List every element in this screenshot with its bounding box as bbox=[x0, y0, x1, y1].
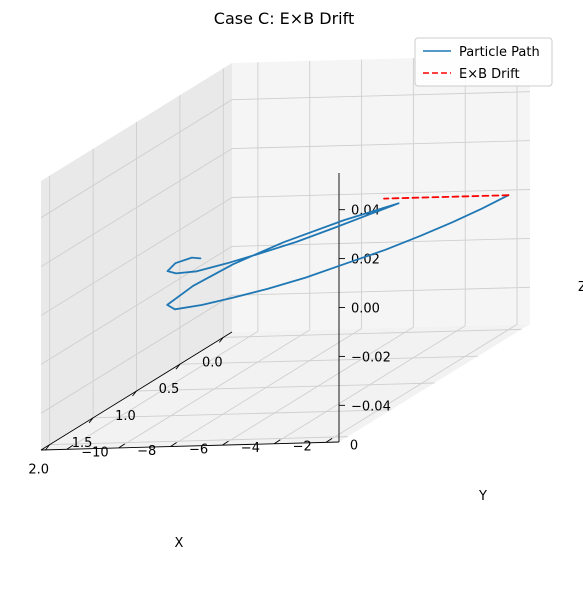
x-tick-label-4: 2.0 bbox=[28, 463, 49, 478]
y-tick-label-3: −6 bbox=[189, 443, 208, 458]
x-tick-mark-0 bbox=[218, 337, 224, 343]
x-tick-label-2: 1.0 bbox=[115, 409, 136, 424]
grid-lines bbox=[40, 55, 531, 450]
legend-label-particle-path: Particle Path bbox=[459, 45, 540, 60]
z-tick-label-2: 0.00 bbox=[351, 302, 380, 317]
y-tick-mark-1 bbox=[273, 439, 281, 445]
z-axis-label: Z bbox=[578, 280, 583, 295]
z-grid-left-4 bbox=[40, 294, 233, 414]
x-grid-floor-1 bbox=[179, 355, 478, 365]
legend-label-exb-drift: E×B Drift bbox=[459, 67, 520, 82]
x-grid-floor-3 bbox=[93, 409, 392, 419]
series-line-exb-drift bbox=[383, 194, 510, 200]
x-grid-floor-0 bbox=[223, 328, 522, 338]
y-tick-mark-2 bbox=[222, 440, 229, 446]
y-grid-floor-3 bbox=[170, 328, 362, 447]
z-grid-left-2 bbox=[40, 197, 233, 316]
axes-panes bbox=[41, 55, 530, 450]
x-tick-mark-3 bbox=[88, 417, 94, 424]
x-tick-label-1: 0.5 bbox=[159, 382, 180, 397]
y-tick-label-1: −2 bbox=[293, 440, 312, 455]
y-grid-floor-1 bbox=[273, 325, 466, 445]
series-line-particle-path bbox=[166, 194, 510, 311]
x-tick-label-0: 0.0 bbox=[202, 355, 223, 370]
z-grid-left-3 bbox=[40, 246, 233, 365]
legend-box bbox=[414, 37, 553, 87]
y-tick-label-5: −10 bbox=[81, 445, 108, 460]
x-grid-floor-2 bbox=[136, 382, 435, 392]
x-tick-mark-4 bbox=[45, 444, 51, 450]
z-grid-left-1 bbox=[40, 148, 233, 267]
y-tick-mark-3 bbox=[170, 442, 177, 447]
y-axis-line bbox=[40, 441, 340, 451]
z-grid-back-1 bbox=[231, 140, 531, 150]
z-grid-back-2 bbox=[231, 189, 531, 198]
z-tick-label-4: −0.04 bbox=[351, 399, 391, 414]
y-tick-label-4: −8 bbox=[137, 444, 156, 459]
x-tick-label-3: 1.5 bbox=[72, 436, 93, 451]
x-axis-label: X bbox=[175, 536, 184, 551]
y-tick-mark-0 bbox=[325, 437, 333, 443]
z-grid-back-0 bbox=[231, 91, 531, 101]
x-grid-floor-4 bbox=[49, 436, 348, 446]
chart-title: Case C: E×B Drift bbox=[214, 9, 354, 28]
y-grid-floor-4 bbox=[118, 329, 310, 449]
y-tick-label-2: −4 bbox=[241, 441, 260, 456]
tick-marks: 0.00.51.01.52.00−2−4−6−8−100.040.020.00−… bbox=[28, 204, 391, 478]
z-tick-label-3: −0.02 bbox=[351, 350, 391, 365]
z-grid-left-0 bbox=[40, 99, 233, 219]
series-lines bbox=[166, 194, 510, 311]
y-tick-label-0: 0 bbox=[350, 438, 358, 453]
y-axis-label: Y bbox=[478, 489, 487, 504]
legend: Particle Path E×B Drift bbox=[414, 37, 553, 87]
y-grid-floor-0 bbox=[325, 323, 518, 443]
y-grid-floor-2 bbox=[222, 326, 414, 446]
y-grid-floor-5 bbox=[66, 330, 259, 450]
z-tick-label-1: 0.02 bbox=[351, 253, 380, 268]
x-tick-mark-1 bbox=[175, 363, 181, 370]
z-grid-back-3 bbox=[231, 237, 531, 247]
y-tick-mark-5 bbox=[66, 444, 74, 450]
z-grid-back-4 bbox=[231, 286, 531, 296]
y-tick-mark-4 bbox=[118, 443, 125, 449]
x-tick-mark-2 bbox=[132, 390, 137, 397]
